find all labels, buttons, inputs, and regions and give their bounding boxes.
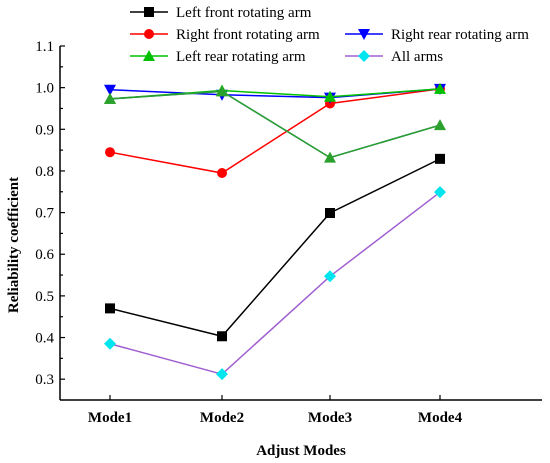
data-point [324,270,336,283]
data-point [104,337,116,350]
series-line [109,90,441,159]
y-tick-label: 0.3 [35,372,54,388]
data-point [217,331,227,342]
x-tick-label: Mode1 [88,410,132,426]
series-6 [104,186,446,381]
series-1 [105,83,445,179]
series-line [109,158,441,338]
y-tick-label: 0.8 [35,164,54,180]
legend-marker [143,50,155,61]
series-5 [104,85,446,163]
y-tick-label: 0.9 [35,122,54,138]
series-group [104,82,446,381]
y-tick-label: 1.0 [35,81,54,97]
legend-marker [358,29,370,40]
legend-item: All arms [345,49,443,65]
legend-item: Left rear rotating arm [130,49,306,65]
legend-marker [358,50,370,62]
series-line [109,88,441,174]
data-point [324,151,336,163]
y-tick-label: 0.6 [35,247,54,263]
axes: 0.3 0.4 0.5 0.6 0.7 0.8 0.9 1.0 1.1 Mode1 Mode2 Mod… [35,39,542,426]
legend-label: Left front rotating arm [176,5,312,21]
series-0 [105,153,445,342]
x-tick-label: Mode3 [308,410,352,426]
legend-label: Right front rotating arm [176,27,320,43]
legend-item: Right rear rotating arm [345,27,529,43]
data-point [105,147,115,158]
data-point [216,85,228,97]
data-point [325,208,335,219]
data-point [434,186,446,199]
series-3 [104,82,446,104]
legend-label: All arms [391,49,443,65]
data-point [104,92,116,104]
y-tick-label: 0.7 [35,206,54,222]
legend-label: Right rear rotating arm [391,27,529,43]
data-point [434,82,446,94]
series-line [109,88,441,100]
data-point [324,90,336,102]
legend-marker [144,29,154,39]
legend-item: Left front rotating arm [130,5,312,21]
data-point [104,84,116,96]
x-tick-label: Mode2 [200,410,244,426]
legend-label: Left rear rotating arm [176,49,306,65]
legend-marker [144,7,154,17]
data-point [217,168,227,179]
y-axis-title: Reliability coefficient [6,177,22,313]
x-tick-label: Mode4 [418,410,463,426]
y-tick-label: 0.5 [35,289,54,305]
legend: Left front rotating arm Right front rotat… [130,5,529,65]
data-point [105,303,115,314]
series-line [109,191,441,376]
legend-item: Right front rotating arm [130,27,320,43]
data-point [435,153,445,164]
data-point [434,119,446,131]
y-tick-label: 0.4 [35,331,54,347]
data-point [216,368,228,381]
y-tick-label: 1.1 [35,39,54,55]
x-axis-title: Adjust Modes [256,443,346,459]
